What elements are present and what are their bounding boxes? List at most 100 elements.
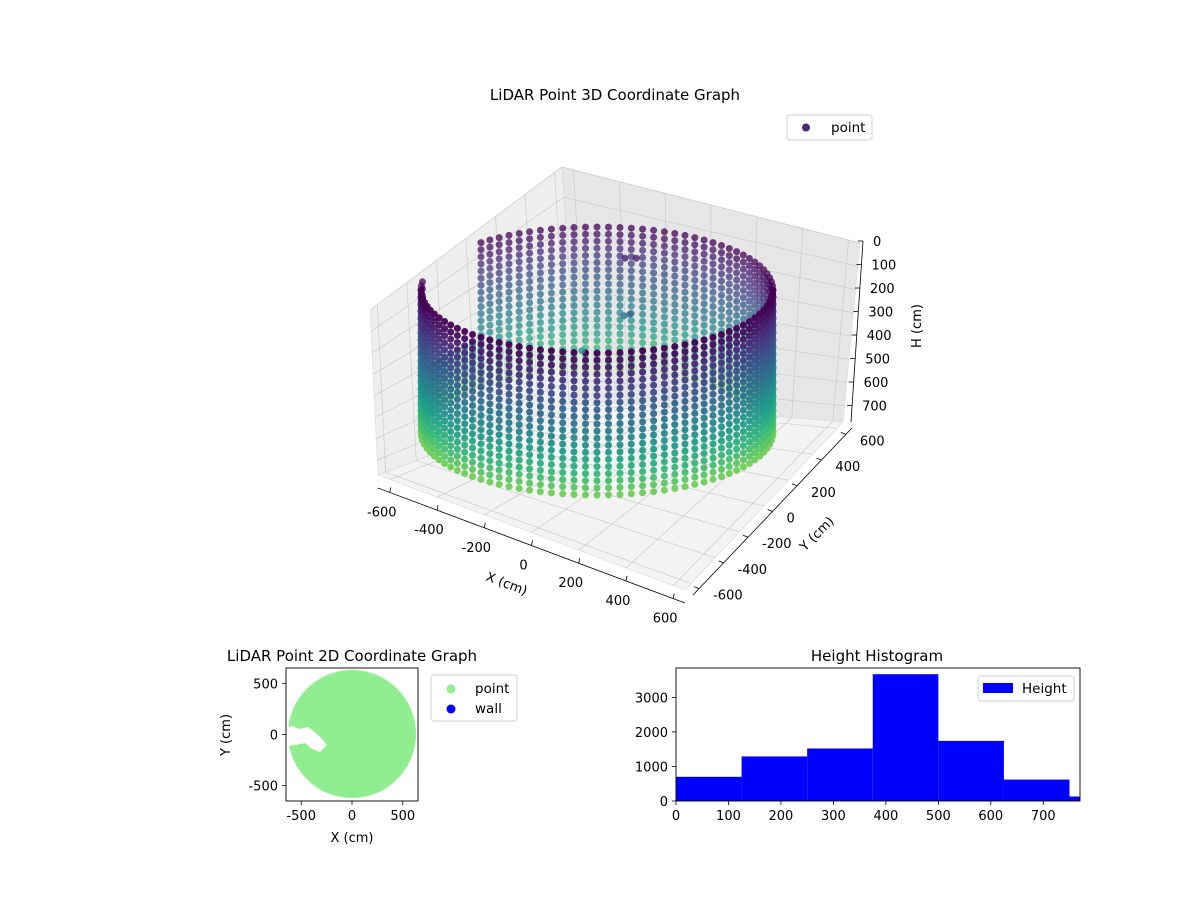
chart-3d-point (745, 396, 753, 404)
chart-3d-point (745, 269, 753, 277)
chart-3d-point (515, 442, 523, 450)
chart-3d-point (671, 265, 679, 273)
chart-3d-point (605, 370, 612, 378)
chart-3d-point (627, 238, 635, 246)
chart-3d-y-gridline (416, 460, 716, 559)
chart-3d-point (639, 268, 647, 276)
chart-3d-point (435, 435, 443, 443)
chart-3d-point (681, 405, 689, 412)
chart-3d-point (718, 402, 725, 409)
chart-3d-point (745, 283, 753, 291)
chart-3d-point (700, 379, 708, 387)
chart-3d-point (547, 361, 555, 369)
chart-3d-point (681, 426, 689, 434)
chart-3d-point (447, 342, 455, 350)
chart-3d-point (639, 254, 647, 261)
chart-3d-point (536, 452, 544, 460)
chart-3d-point (691, 431, 699, 439)
chart-3d-x-tick (389, 487, 392, 493)
chart-3d-point (536, 374, 544, 382)
chart-3d-point (477, 274, 485, 282)
chart-3d-point (559, 348, 567, 356)
chart-3d-point (477, 468, 485, 476)
chart-3d-point (505, 274, 513, 282)
chart-3d-point (505, 302, 513, 310)
chart-3d-point (515, 343, 523, 350)
chart-3d-point (627, 447, 635, 455)
chart-3d-point (570, 309, 578, 317)
chart-3d-point (650, 333, 658, 341)
chart-3d-point (486, 314, 494, 322)
chart-3d-point (739, 251, 747, 259)
chart-3d-legend-box (786, 114, 873, 141)
chart-3d-point (718, 359, 725, 367)
chart-3d-point (536, 474, 544, 481)
chart-3d-point (486, 428, 494, 436)
chart-3d-point (700, 457, 708, 465)
chart-3d-point (447, 399, 455, 407)
chart-3d-point (570, 363, 578, 371)
chart-3d-point (627, 412, 635, 420)
chart-3d-point (441, 332, 449, 340)
chart-3d-point (627, 324, 635, 332)
chart-3d-point (605, 230, 612, 238)
chart-3d-point (733, 297, 741, 305)
chart-3d-point (447, 357, 455, 364)
chart-3d-point (570, 287, 578, 295)
chart-3d-point (709, 397, 717, 405)
chart-3d-point (709, 253, 717, 261)
chart-3d-point (739, 287, 747, 294)
chart-3d-point (570, 434, 578, 442)
chart-3d-point (627, 383, 635, 391)
chart-3d-point (526, 380, 534, 388)
chart-3d-y-tick-label: 400 (835, 460, 860, 475)
chart-3d-point (671, 364, 679, 372)
chart-3d-point (515, 378, 523, 386)
chart-3d-point (671, 406, 679, 414)
chart-3d-point (660, 422, 668, 430)
chart-3d-point (650, 319, 658, 327)
chart-3d-point (725, 259, 733, 267)
chart-3d-point (660, 351, 668, 359)
chart-3d-point (536, 417, 544, 425)
chart-3d-point (709, 348, 717, 356)
chart-3d-point (582, 392, 589, 399)
chart-3d-point (691, 283, 699, 291)
chart-3d-point (700, 443, 708, 450)
chart-3d-point (477, 317, 485, 325)
chart-3d-point (495, 445, 503, 453)
chart-3d-point (709, 310, 717, 318)
chart-3d-y-tick (840, 432, 847, 435)
chart-3d-point (605, 323, 612, 330)
chart-3d-point (616, 420, 624, 427)
chart-histogram-x-tick-label: 400 (873, 809, 898, 824)
chart-3d-point (733, 324, 741, 332)
chart-3d-point (733, 290, 741, 298)
chart-3d-point (639, 361, 647, 369)
chart-3d-point (526, 394, 534, 402)
chart-3d-point (570, 259, 578, 267)
chart-3d-point (526, 366, 534, 373)
chart-3d-point (526, 373, 534, 381)
chart-3d-point (469, 359, 476, 367)
chart-3d-point (700, 321, 708, 329)
chart-3d-point (593, 456, 601, 463)
chart-3d-point (477, 426, 485, 434)
chart-3d-point (593, 280, 601, 288)
chart-3d-point (745, 431, 753, 439)
chart-3d-point (605, 273, 612, 281)
chart-3d-point (559, 440, 567, 448)
chart-3d-point (671, 435, 679, 443)
chart-3d-point (739, 342, 747, 350)
chart-histogram-frame (675, 667, 1081, 802)
chart-3d-point (725, 370, 733, 378)
chart-3d-point (536, 346, 544, 354)
chart-3d-point (700, 328, 708, 336)
chart-3d-point (477, 295, 485, 303)
chart-3d-point (593, 413, 601, 421)
chart-3d-point (461, 356, 469, 364)
chart-3d-point (447, 442, 455, 450)
chart-3d-point (547, 404, 555, 412)
chart-3d-point (616, 295, 624, 302)
chart-3d-point (739, 371, 747, 379)
